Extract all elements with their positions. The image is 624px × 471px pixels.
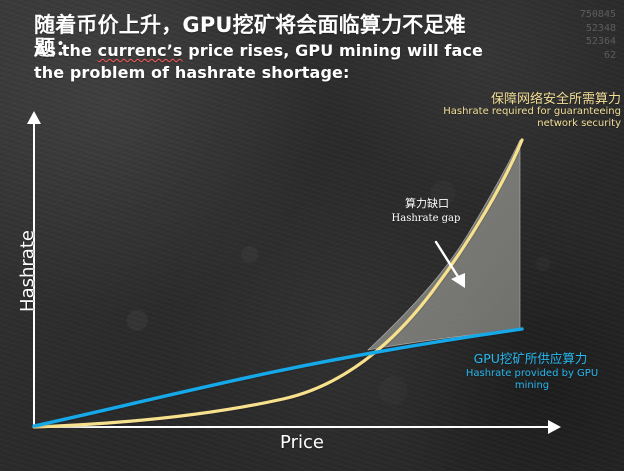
title-english: As the currenc’s price rises, GPU mining… <box>34 40 514 84</box>
required-hashrate-curve <box>32 138 524 429</box>
corner-number-line: 750845 <box>579 9 616 20</box>
hashrate-gap-label-chinese: 算力缺口 <box>405 197 449 210</box>
title-english-part-1: As the <box>34 41 98 60</box>
hashrate-gap-area <box>367 139 521 351</box>
title-english-part-2: price rises, GPU mining will face the pr… <box>34 41 483 83</box>
arrow-pointer-head-icon <box>451 273 465 288</box>
gpu-hashrate-label-english: Hashrate provided by GPU mining <box>465 368 599 391</box>
corner-number-line: 52348 <box>585 22 616 34</box>
x-axis-label: Price <box>280 432 324 453</box>
title-chinese: 随着币价上升，GPU挖矿将会面临算力不足难题： <box>34 13 466 61</box>
required-hashrate-label-english: Hashrate required for guaranteeing netwo… <box>443 106 621 129</box>
title-english-misspelled-word: currenc’s <box>97 41 183 60</box>
corner-number-decoration: 750845 52348 52364 62 <box>556 8 616 62</box>
y-axis-label: Hashrate <box>17 230 38 312</box>
required-hashrate-label-chinese: 保障网络安全所需算力 <box>490 92 621 107</box>
arrow-right-icon <box>548 420 561 434</box>
gpu-hashrate-label-chinese: GPU挖矿所供应算力 <box>473 351 588 366</box>
corner-number-line: 62 <box>603 49 616 61</box>
arrow-up-icon <box>27 111 41 124</box>
gpu-hashrate-line <box>32 327 524 428</box>
hashrate-gap-label-english: Hashrate gap <box>391 213 461 224</box>
corner-number-line: 52364 <box>585 36 616 47</box>
